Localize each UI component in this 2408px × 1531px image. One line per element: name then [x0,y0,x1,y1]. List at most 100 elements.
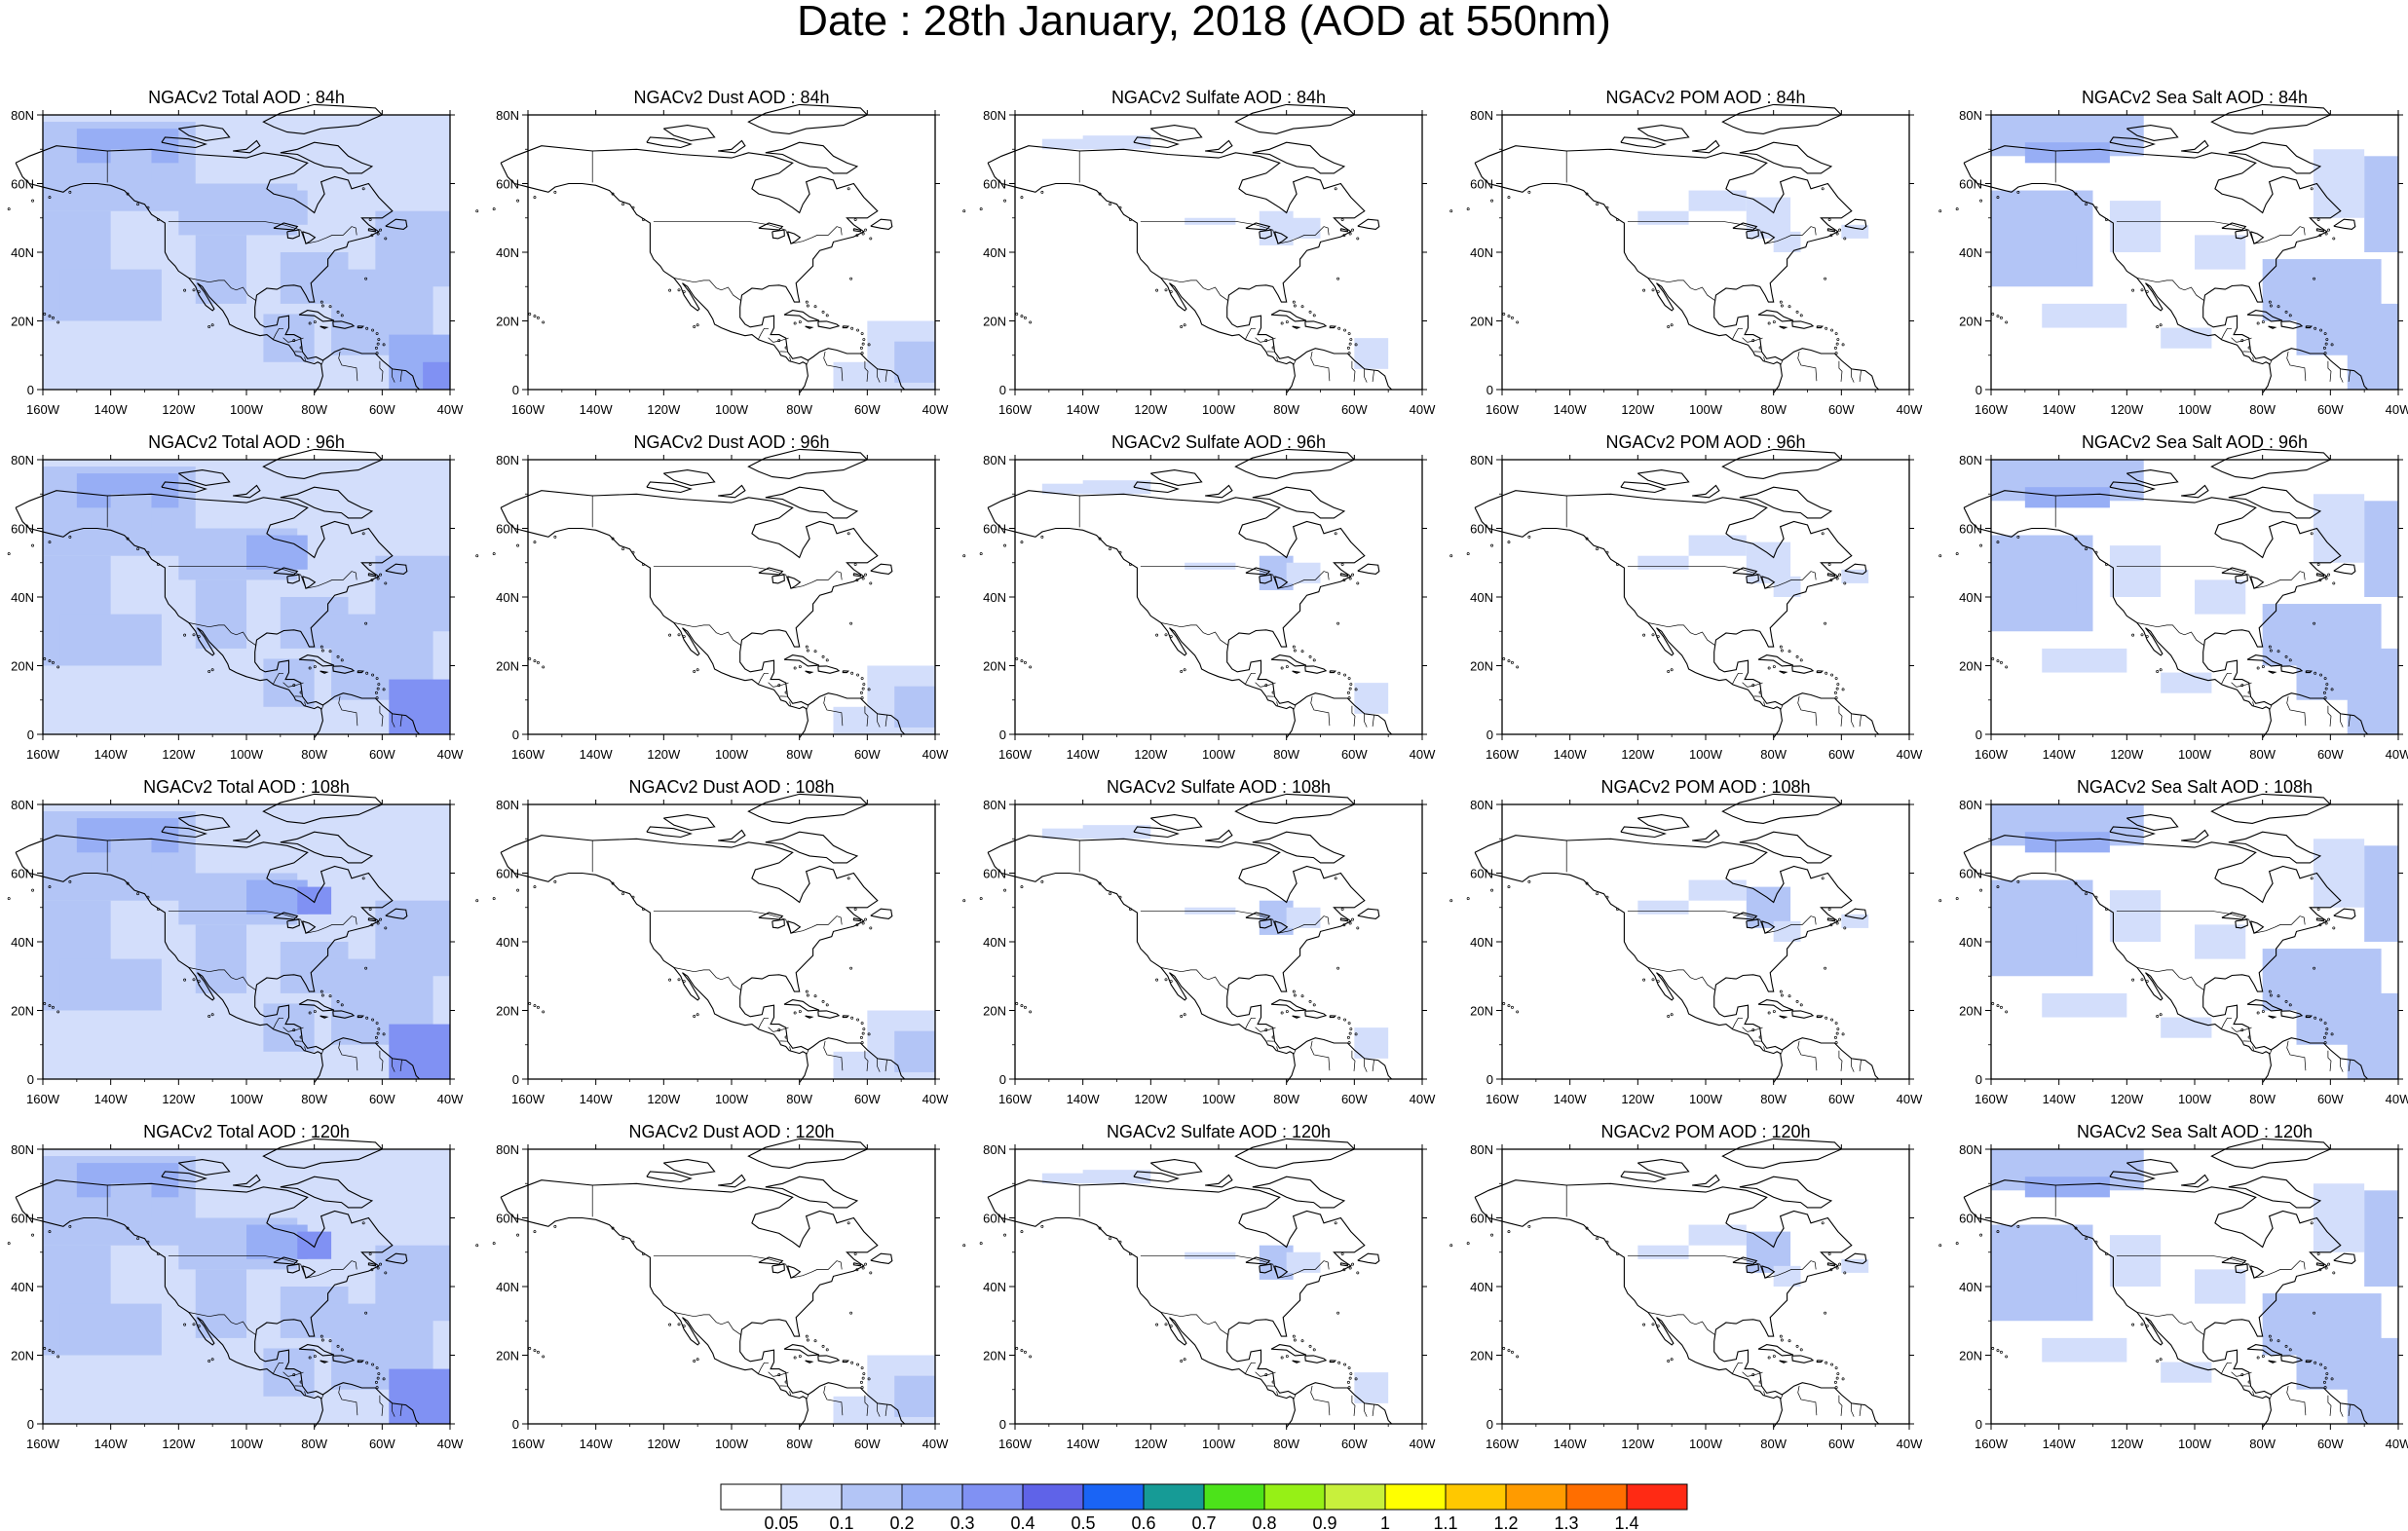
island [533,541,537,544]
political-border [2340,1403,2344,1417]
island [1502,656,1506,660]
aod-field [1041,480,1389,714]
island [2318,923,2322,927]
map-frame [1501,114,1910,391]
x-tick-label: 120W [1621,747,1655,762]
coastline [1620,826,1668,839]
island [1596,203,1599,206]
coastline [783,310,820,322]
political-border [1627,220,1817,244]
island [1280,1356,1284,1360]
island [869,1271,873,1275]
island [1795,999,1799,1003]
island [1040,879,1044,883]
coastline [298,310,335,322]
political-border [1310,351,1331,382]
x-tick-label: 160W [998,402,1033,417]
map-panel-pom-96h: NGACv2 POM AOD : 96h 160W 140W 120W 100W 80W 6… [1449,432,1944,775]
island [1834,1022,1838,1025]
coastline [2181,484,2209,499]
political-border [2136,278,2204,301]
island [1356,581,1360,585]
island [1651,633,1655,637]
political-border [2327,705,2332,727]
map-panel-dust-108h: NGACv2 Dust AOD : 108h 160W 140W 120W 100W 80… [475,777,970,1120]
political-border [1276,1046,1278,1051]
political-border [877,714,881,728]
island [1343,1363,1347,1366]
coastline [805,1360,814,1363]
y-tick-label: 60N [496,522,519,537]
coastline [2268,670,2277,674]
y-tick-label: 0 [27,728,34,742]
island [682,635,686,638]
aod-cell [1041,483,1090,495]
political-border [768,682,789,688]
coastline [817,1355,841,1363]
political-border [2327,1050,2332,1071]
y-tick-label: 80N [11,798,34,812]
island [1585,537,1589,541]
island [516,1233,519,1237]
island [1996,541,2000,544]
x-tick-label: 120W [1134,402,1168,417]
island [1829,1268,1833,1272]
coastline [500,163,809,393]
y-tick-label: 20N [1959,1349,1982,1363]
island [1349,1027,1353,1030]
island [2327,917,2331,921]
political-border [2340,1059,2344,1072]
island [859,691,863,694]
coastline [273,1256,299,1265]
colorbar-label: 1.2 [1493,1513,1518,1531]
coastline [1234,1138,1356,1169]
panel-title: NGACv2 POM AOD : 84h [1605,88,1806,107]
island [2005,1010,2009,1014]
island [677,1323,681,1326]
coastline [177,814,231,831]
island [2313,966,2316,970]
coastline [286,574,300,584]
colorbar-label: 0.5 [1071,1513,1095,1531]
coastline [1739,831,1833,864]
island [849,966,853,970]
coastline [1270,310,1307,322]
political-border [757,1362,769,1375]
island [379,1262,383,1266]
island [1128,908,1132,911]
aod-cell [1286,907,1321,928]
island [1787,1339,1791,1343]
island [48,1230,52,1234]
island [1772,1355,1776,1359]
island [1799,658,1803,662]
map-panel-total-120h: NGACv2 Total AOD : 120h 160W 140W 120W 100W 8… [0,1122,485,1465]
political-border [1244,672,1256,686]
island [31,543,34,547]
y-tick-label: 40N [1959,935,1982,950]
island [693,1360,696,1363]
island [864,1262,868,1266]
coastline [783,999,820,1012]
coastline [2181,1174,2209,1188]
y-tick-label: 20N [11,1004,34,1019]
island [1507,541,1511,544]
island [146,1240,150,1244]
y-tick-label: 80N [496,798,519,812]
aod-cell [1354,1027,1389,1059]
island [2261,1010,2265,1014]
political-border [320,1049,324,1055]
island [867,688,871,691]
island [1787,305,1791,309]
island [867,1377,871,1381]
island [1155,633,1159,637]
coastline [332,1355,356,1363]
political-border [1627,1254,1817,1279]
coastline [987,145,1393,391]
coastline [1732,567,1758,576]
island [156,563,160,566]
x-tick-label: 140W [2043,747,2077,762]
political-border [2252,356,2254,361]
coastline [1329,325,1337,329]
island [2131,288,2135,292]
island [1342,579,1346,582]
